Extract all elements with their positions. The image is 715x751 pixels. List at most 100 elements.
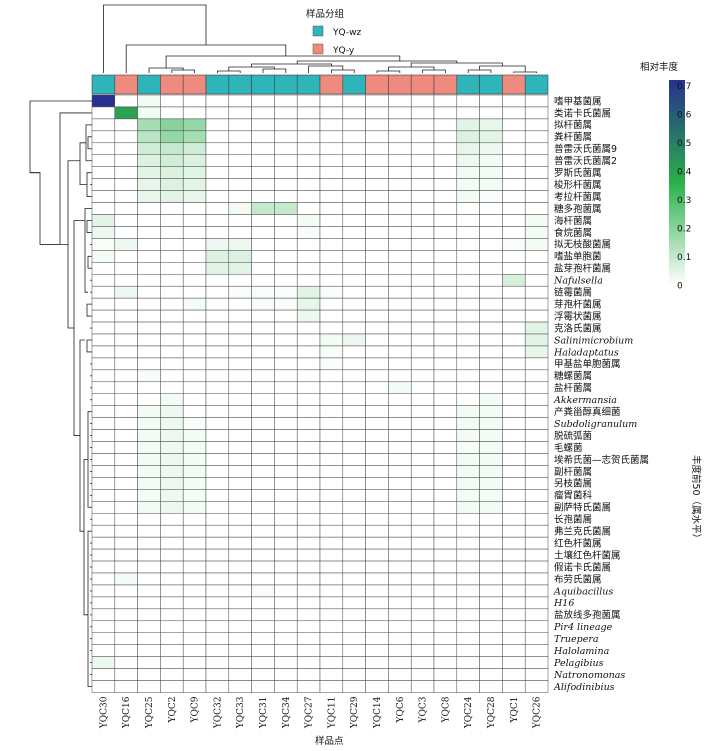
heatmap-cell — [479, 357, 503, 371]
row-label: 土壤红色杆菌属 — [554, 549, 621, 561]
heatmap-cell — [251, 309, 275, 323]
heatmap-cell — [410, 524, 435, 538]
column-label: YQC11 — [327, 697, 337, 730]
heatmap-cell — [91, 572, 116, 586]
heatmap-cell — [296, 238, 321, 251]
heatmap-cell — [296, 345, 321, 359]
heatmap-cell — [296, 94, 321, 108]
heatmap-cell — [228, 190, 252, 203]
heatmap-cell — [137, 262, 161, 275]
heatmap-cell — [319, 142, 344, 156]
heatmap-cell — [433, 596, 458, 610]
heatmap-cell — [251, 644, 275, 657]
heatmap-cell — [319, 417, 344, 430]
heatmap-cell — [502, 106, 526, 120]
heatmap-cell — [182, 250, 207, 263]
row-label: 梭形杆菌属 — [554, 179, 602, 191]
heatmap-cell — [160, 381, 184, 394]
heatmap-cell — [228, 285, 252, 299]
heatmap-cell — [160, 154, 184, 167]
heatmap-cell — [205, 178, 230, 191]
group-cell — [502, 74, 526, 95]
heatmap-cell — [479, 381, 503, 394]
heatmap-cell — [410, 250, 435, 263]
heatmap-cell — [228, 644, 252, 657]
row-label: 产粪甾醇真细菌 — [554, 406, 621, 418]
heatmap-cell — [410, 453, 435, 466]
heatmap-cell — [91, 226, 116, 239]
heatmap-cell — [479, 333, 503, 347]
heatmap-cell — [228, 250, 252, 263]
colorbar-tick-label: 0.4 — [677, 168, 692, 178]
heatmap-cell — [114, 262, 138, 275]
heatmap-cell — [274, 345, 298, 359]
heatmap-cell — [479, 345, 503, 359]
row-label: 盐芽孢杆菌属 — [554, 263, 611, 275]
heatmap-cell — [388, 441, 412, 454]
heatmap-cell — [91, 142, 116, 156]
heatmap-cell — [502, 393, 526, 406]
heatmap-cell — [205, 405, 230, 418]
heatmap-cell — [137, 357, 161, 371]
group-cell — [365, 74, 389, 95]
heatmap-cell — [502, 262, 526, 275]
heatmap-cell — [319, 489, 344, 502]
heatmap-cell — [365, 381, 389, 394]
heatmap-cell — [502, 202, 526, 215]
heatmap-cell — [274, 453, 298, 466]
heatmap-cell — [479, 477, 503, 490]
heatmap-cell — [479, 596, 503, 610]
heatmap-cell — [342, 345, 366, 359]
heatmap-cell — [479, 130, 503, 144]
heatmap-cell — [251, 524, 275, 538]
heatmap-cell — [342, 405, 366, 418]
heatmap-cell — [456, 632, 480, 645]
column-label: YQC32 — [213, 697, 223, 730]
heatmap-cell — [296, 536, 321, 550]
heatmap-cell — [137, 477, 161, 490]
heatmap-cell — [228, 202, 252, 215]
heatmap-cell — [456, 656, 480, 669]
heatmap-cell — [456, 405, 480, 418]
heatmap-cell — [388, 106, 412, 120]
column-label: YQC1 — [510, 697, 520, 724]
group-cell — [388, 74, 412, 95]
heatmap-cell — [114, 166, 138, 179]
heatmap-cell — [365, 106, 389, 120]
dendrogram-branch — [262, 68, 287, 73]
heatmap-cell — [228, 417, 252, 430]
heatmap-cell — [182, 94, 207, 108]
heatmap-cell — [456, 536, 480, 550]
heatmap-cell — [365, 226, 389, 239]
heatmap-cell — [319, 680, 344, 693]
heatmap-cell — [137, 333, 161, 347]
heatmap-cell — [160, 190, 184, 203]
heatmap-cell — [502, 130, 526, 144]
heatmap-cell — [502, 274, 526, 287]
heatmap-cell — [319, 429, 344, 442]
heatmap-cell — [296, 262, 321, 275]
heatmap-cell — [388, 262, 412, 275]
heatmap-cell — [137, 465, 161, 478]
dendrogram-branch — [86, 339, 90, 353]
heatmap-cell — [479, 142, 503, 156]
heatmap-cell — [296, 680, 321, 693]
heatmap-cell — [365, 680, 389, 693]
heatmap-cell — [456, 285, 480, 299]
heatmap-cell — [160, 644, 184, 657]
column-label: YQC34 — [282, 696, 292, 729]
heatmap-cell — [205, 226, 230, 239]
heatmap-cell — [388, 381, 412, 394]
heatmap-cell — [502, 632, 526, 645]
heatmap-cell — [228, 668, 252, 681]
dendrogram-branch — [148, 67, 184, 73]
heatmap-cell — [433, 94, 458, 108]
heatmap-cell — [365, 130, 389, 144]
heatmap-cell — [524, 668, 549, 681]
heatmap-cell — [410, 381, 435, 394]
heatmap-cell — [319, 584, 344, 598]
heatmap-cell — [433, 656, 458, 669]
heatmap-cell — [479, 680, 503, 693]
heatmap-cell — [365, 285, 389, 299]
heatmap-cell — [296, 309, 321, 323]
